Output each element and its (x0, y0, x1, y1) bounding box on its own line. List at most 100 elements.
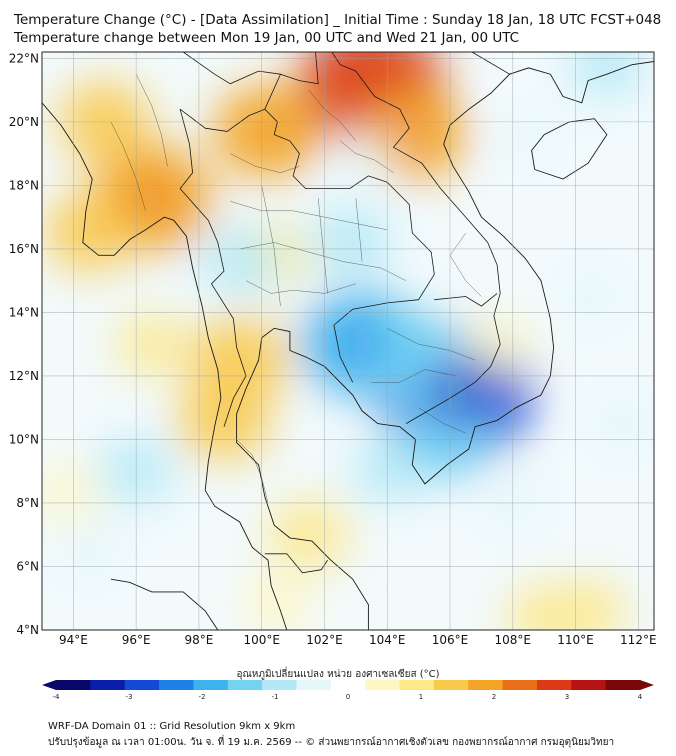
province-border (230, 153, 300, 173)
province-border (230, 201, 388, 231)
plot-frame (41, 51, 655, 631)
colorbar-segment (330, 680, 366, 690)
colorbar-segment (468, 680, 504, 690)
model-info: WRF-DA Domain 01 :: Grid Resolution 9km … (48, 721, 296, 732)
update-info: ปรับปรุงข้อมูล ณ เวลา 01:00น. วัน จ. ที่… (48, 737, 615, 748)
colorbar-segment (90, 680, 126, 690)
anomaly-blob-8 (267, 499, 350, 571)
lon-label: 96°E (122, 633, 151, 647)
coastline-borders (42, 52, 654, 630)
colorbar-tick-label: 3 (565, 693, 569, 700)
lat-label: 22°N (9, 51, 39, 65)
lat-label: 10°N (9, 432, 39, 446)
colorbar-segment (536, 680, 572, 690)
colorbar-segment (399, 680, 435, 690)
province-border (355, 198, 363, 262)
province-border (110, 121, 146, 211)
lon-label: 100°E (243, 633, 280, 647)
colorbar-segment (571, 680, 607, 690)
anomaly-blob-15 (308, 206, 391, 279)
colorbar-tick-label: 0 (346, 693, 350, 700)
anomaly-blob-30 (42, 465, 99, 522)
province-border (418, 407, 466, 434)
anomaly-blob-7 (177, 379, 271, 461)
province-border (340, 140, 394, 173)
lon-label: 98°E (184, 633, 213, 647)
latitude-labels: 22°N 20°N 18°N 16°N 14°N 12°N 10°N 8°N 6°N 4°N (9, 51, 39, 637)
colorbar-low-arrow (42, 680, 56, 690)
colorbar-segment (296, 680, 332, 690)
lat-label: 16°N (9, 242, 39, 256)
map-title: Temperature Change (°C) - [Data Assimila… (14, 12, 662, 28)
colorbar-segment (262, 680, 297, 690)
lon-label: 112°E (620, 633, 657, 647)
anomaly-blob-21 (589, 394, 654, 453)
lat-label: 6°N (16, 559, 39, 573)
coastline-segment (110, 578, 219, 630)
colorbar-segment (124, 680, 160, 690)
anomaly-core-3 (251, 118, 284, 145)
colorbar-segment (605, 680, 641, 690)
lat-label: 14°N (9, 305, 39, 319)
anomaly-core-4 (440, 381, 473, 408)
anomaly-blob-25 (333, 132, 398, 188)
anomaly-blob-22 (559, 268, 623, 325)
longitude-labels: 94°E 96°E 98°E 100°E 102°E 104°E 106°E 108°E 110… (59, 633, 657, 647)
coastline-segment (42, 102, 288, 630)
colorbar-tick-label: -4 (53, 693, 61, 700)
lon-label: 102°E (306, 633, 343, 647)
colorbar-segment (502, 680, 538, 690)
anomaly-blob-29 (243, 575, 311, 630)
colorbar-tick-label: -2 (199, 693, 206, 700)
province-border (387, 328, 476, 361)
anomaly-blob-16 (200, 227, 279, 296)
colorbar-segment (193, 680, 229, 690)
colorbar: -4 -3 -2 -1 0 1 2 3 4 (42, 680, 654, 700)
colorbar-segment (56, 680, 91, 690)
province-border (135, 74, 168, 167)
lon-label: 108°E (495, 633, 532, 647)
province-border (245, 280, 356, 294)
colorbar-tick-label: 4 (638, 693, 643, 700)
lat-label: 20°N (9, 115, 39, 129)
colorbar-tick-label: -3 (126, 693, 133, 700)
anomaly-blob-28 (555, 580, 627, 630)
colorbar-tick-label: 1 (419, 693, 423, 700)
lon-label: 106°E (432, 633, 469, 647)
country-border (264, 52, 319, 110)
colorbar-segment (159, 680, 194, 690)
lat-label: 18°N (9, 178, 39, 192)
anomaly-field (42, 52, 654, 630)
province-border (317, 198, 328, 294)
country-border (331, 52, 501, 424)
coastline-segment (236, 61, 654, 630)
province-border (449, 232, 482, 297)
anomaly-blob-10 (116, 313, 188, 375)
anomaly-core-0 (135, 185, 168, 212)
map-subtitle: Temperature change between Mon 19 Jan, 0… (14, 30, 520, 46)
province-border (308, 89, 356, 142)
lon-label: 104°E (369, 633, 406, 647)
country-border (471, 52, 510, 75)
province-border (236, 439, 269, 504)
colorbar-segment (227, 680, 263, 690)
colorbar-segment (433, 680, 469, 690)
province-border (239, 242, 407, 281)
country-border (182, 52, 281, 85)
lon-label: 94°E (59, 633, 88, 647)
coastline-segment (531, 118, 608, 180)
colorbar-tick-label: 2 (492, 693, 496, 700)
anomaly-blob-24 (498, 111, 559, 164)
anomaly-core-5 (346, 331, 379, 358)
anomaly-blob-5 (44, 194, 134, 272)
colorbar-title: อุณหภูมิเปลี่ยนแปลง หน่วย องศาเซลเซียส (… (236, 669, 440, 680)
anomaly-blob-26 (463, 314, 531, 374)
colorbar-segment (365, 680, 401, 690)
anomaly-blob-18 (55, 521, 123, 580)
colorbar-high-arrow (640, 680, 654, 690)
lat-label: 4°N (16, 623, 39, 637)
gridlines (42, 52, 654, 630)
colorbar-tick-label: -1 (272, 693, 279, 700)
lon-label: 110°E (557, 633, 594, 647)
anomaly-core-2 (396, 121, 429, 148)
